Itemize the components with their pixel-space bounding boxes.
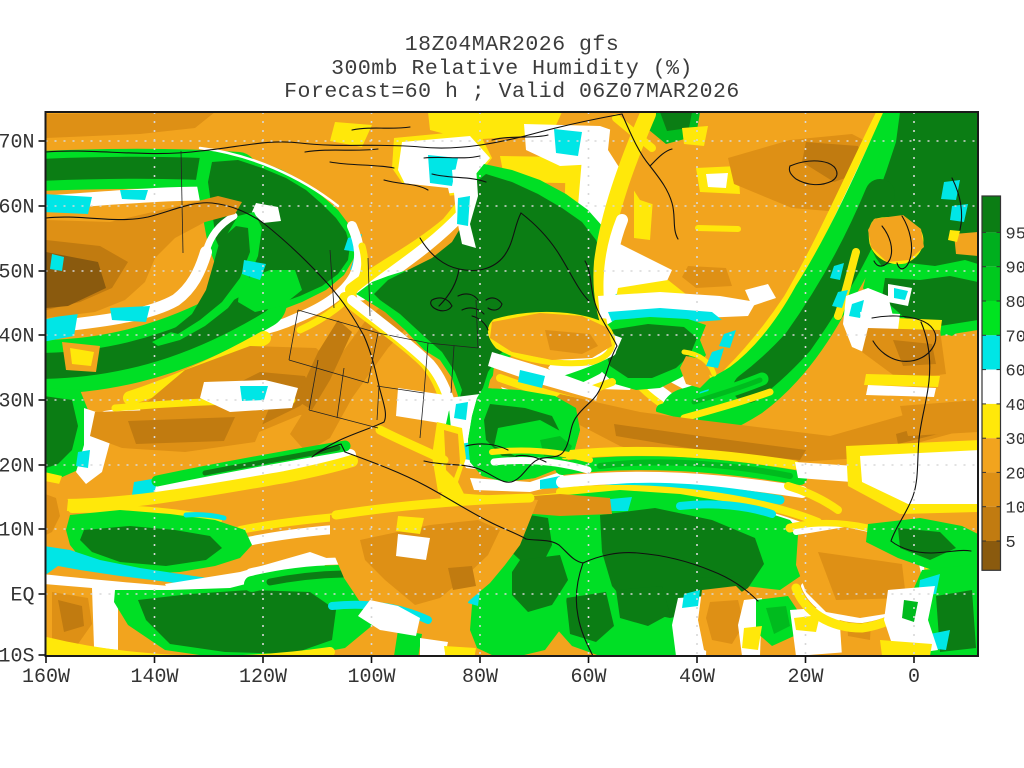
- svg-text:60N: 60N: [0, 197, 35, 220]
- svg-text:10: 10: [1006, 500, 1024, 519]
- svg-text:100W: 100W: [347, 666, 395, 689]
- svg-text:30N: 30N: [0, 391, 35, 414]
- svg-text:40N: 40N: [0, 326, 35, 349]
- svg-text:80W: 80W: [462, 666, 498, 689]
- svg-text:30: 30: [1006, 431, 1024, 450]
- svg-text:EQ: EQ: [10, 585, 34, 608]
- svg-text:140W: 140W: [130, 666, 178, 689]
- svg-text:10S: 10S: [0, 646, 35, 669]
- svg-text:50N: 50N: [0, 262, 35, 285]
- svg-text:60: 60: [1006, 363, 1024, 382]
- svg-text:40W: 40W: [679, 666, 715, 689]
- svg-text:5: 5: [1006, 534, 1016, 553]
- svg-text:120W: 120W: [239, 666, 287, 689]
- svg-text:20W: 20W: [787, 666, 823, 689]
- svg-text:60W: 60W: [570, 666, 606, 689]
- svg-text:80: 80: [1006, 294, 1024, 313]
- svg-text:300mb Relative Humidity (%): 300mb Relative Humidity (%): [331, 57, 693, 81]
- svg-text:Forecast=60 h ; Valid 06Z07MAR: Forecast=60 h ; Valid 06Z07MAR2026: [284, 80, 740, 104]
- svg-text:10N: 10N: [0, 520, 35, 543]
- svg-text:90: 90: [1006, 260, 1024, 279]
- svg-text:40: 40: [1006, 397, 1024, 416]
- svg-text:70N: 70N: [0, 132, 35, 155]
- svg-text:20: 20: [1006, 465, 1024, 484]
- svg-text:20N: 20N: [0, 456, 35, 479]
- svg-text:0: 0: [908, 666, 920, 689]
- svg-text:18Z04MAR2026 gfs: 18Z04MAR2026 gfs: [405, 33, 619, 57]
- svg-text:95: 95: [1006, 225, 1024, 244]
- svg-text:160W: 160W: [22, 666, 70, 689]
- svg-text:70: 70: [1006, 328, 1024, 347]
